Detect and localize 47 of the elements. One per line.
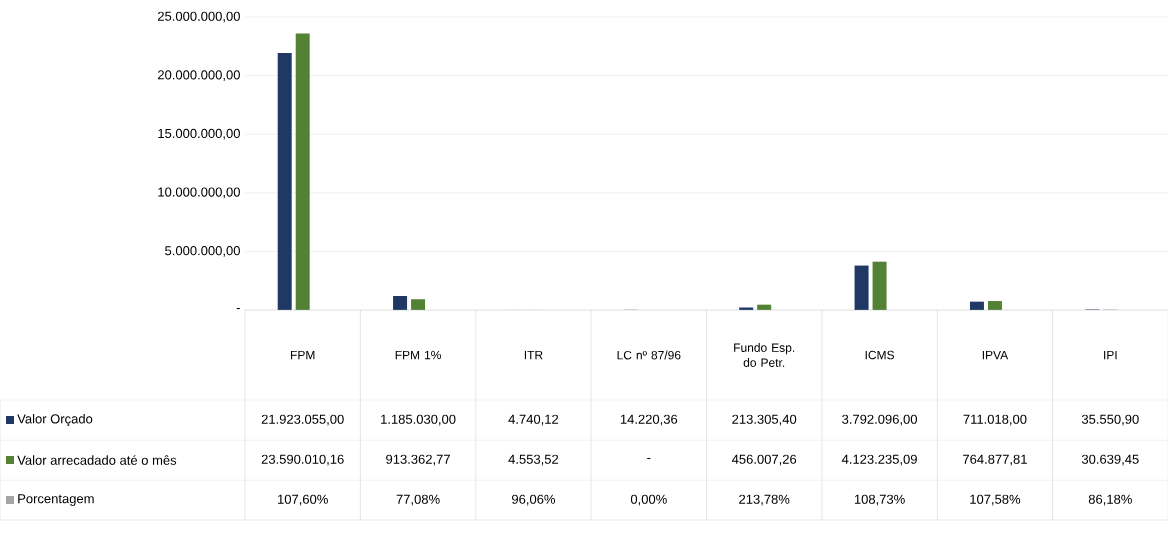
y-tick-label: 5.000.000,00 (165, 246, 240, 257)
data-label: 108,73% (854, 494, 905, 506)
data-label: 30.639,45 (1081, 454, 1139, 466)
data-label: 86,18% (1088, 494, 1132, 506)
data-label: 21.923.055,00 (261, 414, 344, 426)
x-tick-label: FPM 1% (395, 350, 441, 360)
data-label: 4.123.235,09 (841, 454, 917, 466)
x-tick-label: ITR (524, 350, 543, 360)
text: - (647, 458, 651, 460)
data-label: 213.305,40 (732, 414, 797, 426)
data-label: 0,00% (630, 494, 667, 506)
x-tick-label: IPI (1104, 350, 1117, 360)
data-label: 764.877,81 (963, 454, 1027, 466)
y-tick-label: 10.000.000,00 (158, 187, 240, 199)
data-label: 4.553,52 (508, 454, 559, 466)
data-label: 456.007,26 (731, 454, 797, 466)
y-tick-label: - (236, 308, 240, 310)
data-label: 23.590.010,16 (261, 454, 344, 466)
data-label: 96,06% (512, 494, 556, 506)
data-label: 107,60% (278, 494, 328, 506)
y-tick-label: 15.000.000,00 (158, 128, 240, 140)
x-tick-label: ICMS (865, 350, 895, 360)
x-tick-label: FPM (291, 350, 315, 360)
data-label: 913.362,77 (386, 454, 450, 466)
legend-label: Porcentagem (18, 494, 94, 506)
y-tick-label: 20.000.000,00 (157, 70, 240, 81)
data-label: 14.220,36 (620, 414, 678, 426)
y-tick-label: 25.000.000,00 (157, 11, 240, 23)
data-label: 35.550,90 (1081, 414, 1139, 426)
bar (411, 299, 426, 311)
data-label: 213,78% (739, 494, 790, 506)
data-label: 3.792.096,00 (842, 414, 918, 426)
bar (854, 265, 869, 311)
data-label: 1.185.030,00 (381, 414, 456, 426)
data-label: 107,58% (970, 494, 1021, 506)
legend-label: Valor Orçado (17, 413, 93, 427)
x-tick-label: IPVA (982, 350, 1009, 360)
x-tick-label: LC nº 87/96 (617, 350, 681, 360)
legend-label: Valor arrecadado até o mês (17, 455, 177, 465)
bar (277, 53, 292, 311)
data-label: 711.018,00 (963, 414, 1027, 426)
bar (295, 33, 310, 311)
bar (393, 296, 408, 311)
x-tick-label: Fundo Esp. do Petr. (734, 343, 795, 367)
data-label: 77,08% (396, 494, 440, 506)
data-label: 4.740,12 (508, 414, 559, 426)
bar (872, 261, 887, 311)
